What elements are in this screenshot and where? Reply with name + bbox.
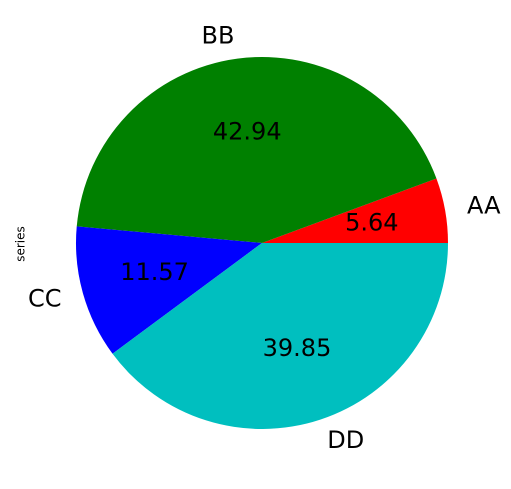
category-label-aa: AA [467, 191, 501, 219]
pie-slice-dd [112, 243, 448, 430]
value-label-dd: 39.85 [263, 334, 332, 362]
value-label-aa: 5.64 [345, 208, 398, 236]
value-label-cc: 11.57 [120, 258, 189, 286]
pie-labels: AA 5.64 BB 42.94 CC 11.57 DD 39.85 [28, 22, 501, 454]
category-label-bb: BB [202, 22, 235, 50]
category-label-dd: DD [327, 426, 364, 454]
category-label-cc: CC [28, 284, 62, 312]
pie-slice-aa [262, 178, 448, 243]
pie-slices [76, 57, 448, 430]
pie-slice-cc [76, 226, 262, 354]
value-label-bb: 42.94 [213, 117, 282, 145]
y-axis-label: series [14, 226, 28, 262]
pie-slice-bb [76, 57, 437, 243]
